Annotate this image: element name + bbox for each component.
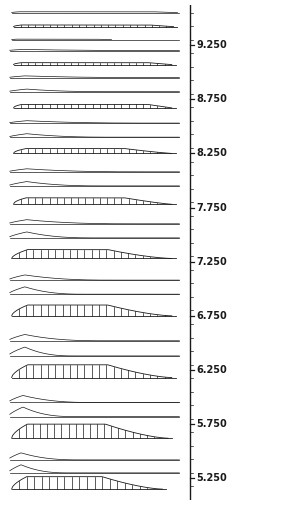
Text: 6.750: 6.750 [196, 311, 227, 321]
Text: 7.750: 7.750 [196, 203, 227, 213]
Text: 9.250: 9.250 [196, 40, 227, 50]
Text: 8.250: 8.250 [196, 148, 227, 159]
Text: 8.750: 8.750 [196, 94, 227, 104]
Text: 6.250: 6.250 [196, 365, 227, 375]
Text: 5.750: 5.750 [196, 419, 227, 429]
Text: 5.250: 5.250 [196, 473, 227, 483]
Text: 7.250: 7.250 [196, 257, 227, 267]
